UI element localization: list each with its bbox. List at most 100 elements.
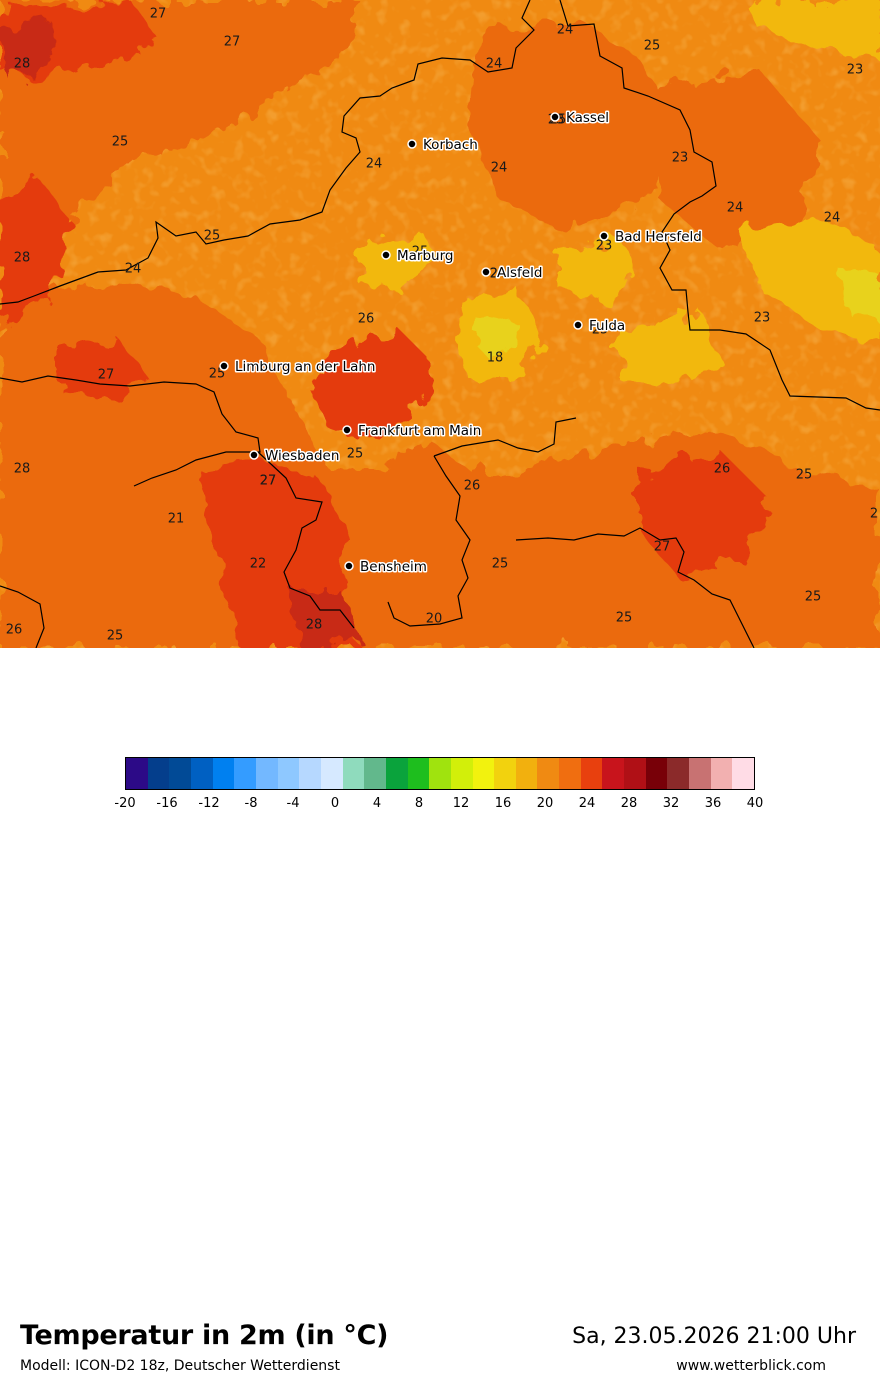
color-scale-swatch xyxy=(645,758,668,789)
color-scale-tick: 0 xyxy=(330,796,340,811)
color-scale-swatch xyxy=(559,758,581,789)
city-marker-dot xyxy=(573,320,583,330)
color-scale-swatch xyxy=(624,758,646,789)
city-alsfeld[interactable]: Alsfeld xyxy=(481,264,544,283)
color-scale-swatch xyxy=(364,758,386,789)
city-marker-dot xyxy=(481,267,491,277)
value-label: 27 xyxy=(654,540,671,555)
color-scale-tick: 36 xyxy=(704,796,722,811)
color-scale-swatch xyxy=(472,758,495,789)
value-label: 26 xyxy=(714,462,731,477)
value-label: 24 xyxy=(727,201,744,216)
value-label: 27 xyxy=(260,474,277,489)
zone-very-hot xyxy=(0,20,60,80)
color-scale-swatch xyxy=(190,758,213,789)
city-kassel[interactable]: Kassel xyxy=(550,109,611,128)
city-limburg-an-der-lahn[interactable]: Limburg an der Lahn xyxy=(219,358,377,377)
color-scale-swatch xyxy=(515,758,538,789)
city-korbach[interactable]: Korbach xyxy=(407,136,479,155)
city-marker-dot xyxy=(599,231,609,241)
border-line xyxy=(559,0,880,411)
value-label: 25 xyxy=(107,629,124,644)
value-label: 27 xyxy=(224,35,241,50)
color-scale-swatch xyxy=(429,758,451,789)
value-label: 22 xyxy=(250,557,267,572)
color-scale-swatch xyxy=(126,758,148,789)
city-bad-hersfeld[interactable]: Bad Hersfeld xyxy=(599,228,703,247)
zone-hot xyxy=(640,450,770,580)
value-label: 20 xyxy=(426,612,443,627)
color-scale-tick: -8 xyxy=(244,796,258,811)
value-label: 24 xyxy=(125,262,142,277)
zone-mild xyxy=(560,240,640,300)
zone-hot xyxy=(60,340,150,400)
color-scale-swatch xyxy=(212,758,235,789)
value-label: 23 xyxy=(847,63,864,78)
city-bensheim[interactable]: Bensheim xyxy=(344,558,428,577)
color-scale-tick: 20 xyxy=(536,796,554,811)
color-scale-swatch xyxy=(320,758,343,789)
value-label: 27 xyxy=(260,474,277,489)
value-label: 21 xyxy=(168,512,185,527)
value-label: 25 xyxy=(796,468,813,483)
city-marker-dot xyxy=(381,250,391,260)
value-label: 24 xyxy=(491,161,508,176)
city-label: Korbach xyxy=(423,137,478,153)
value-label: 24 xyxy=(824,211,841,226)
temperature-map: 27 27 28 24 24 25 23 25 25 24 24 23 24 24 28 25 24 25 23 24… xyxy=(0,0,880,648)
color-scale-tick: 24 xyxy=(578,796,596,811)
value-label: 25 xyxy=(412,245,429,260)
value-label: 23 xyxy=(754,311,771,326)
city-wiesbaden[interactable]: Wiesbaden xyxy=(249,447,341,466)
color-scale-swatch xyxy=(342,758,365,789)
value-label: 26 xyxy=(6,623,23,638)
value-label: 28 xyxy=(14,462,31,477)
value-label: 25 xyxy=(492,557,509,572)
zone-warmer xyxy=(470,20,680,230)
zone-hot xyxy=(310,330,430,440)
color-scale-tick: 12 xyxy=(452,796,470,811)
city-marburg[interactable]: Marburg xyxy=(381,247,455,266)
value-label: 25 xyxy=(204,229,221,244)
map-canvas: 27 27 28 24 24 25 23 25 25 24 24 23 24 24 28 25 24 25 23 24… xyxy=(0,0,880,648)
value-label: 25 xyxy=(805,590,822,605)
map-title: Temperatur in 2m (in °C) xyxy=(20,1320,389,1351)
color-scale-swatch xyxy=(602,758,625,789)
value-label: 25 xyxy=(644,39,661,54)
border-line xyxy=(0,375,261,487)
color-scale-tick: 4 xyxy=(372,796,382,811)
value-label: 27 xyxy=(150,7,167,22)
color-scale-ticks: -20 -16 -12 -8 -4 0 4 8 12 16 20 24 28 32 36 40 xyxy=(0,796,880,816)
city-fulda[interactable]: Fulda xyxy=(573,317,627,336)
website-link[interactable]: www.wetterblick.com xyxy=(676,1358,826,1374)
city-frankfurt-am-main[interactable]: Frankfurt am Main xyxy=(342,422,483,441)
color-scale-swatch xyxy=(169,758,191,789)
value-label: 2 xyxy=(870,507,878,522)
city-label: Bad Hersfeld xyxy=(615,229,702,245)
value-label: 24 xyxy=(557,23,574,38)
value-label: 24 xyxy=(490,267,507,282)
city-label: Frankfurt am Main xyxy=(358,423,481,439)
value-label: 24 xyxy=(490,267,507,282)
value-label: 25 xyxy=(592,323,609,338)
city-marker-dot xyxy=(249,450,259,460)
forecast-datetime: Sa, 23.05.2026 21:00 Uhr xyxy=(572,1324,856,1349)
value-label: 25 xyxy=(616,611,633,626)
city-label: Kassel xyxy=(566,110,609,126)
city-label: Wiesbaden xyxy=(265,448,339,464)
zone-warmer xyxy=(640,70,820,250)
value-label: 28 xyxy=(306,618,323,633)
city-markers: Kassel Korbach Bad Hersfeld Marburg Alsfeld F… xyxy=(219,109,703,577)
zone-cool xyxy=(476,315,518,360)
color-scale-swatch xyxy=(407,758,430,789)
color-scale-tick: -4 xyxy=(286,796,300,811)
color-scale-swatch xyxy=(255,758,278,789)
color-scale-swatch xyxy=(494,758,516,789)
city-marker-dot xyxy=(342,425,352,435)
city-marker-dot xyxy=(344,561,354,571)
border-line xyxy=(0,0,535,305)
city-marker-dot xyxy=(407,139,417,149)
city-label: Fulda xyxy=(589,318,625,334)
state-borders xyxy=(0,0,880,648)
color-scale-swatch xyxy=(147,758,170,789)
